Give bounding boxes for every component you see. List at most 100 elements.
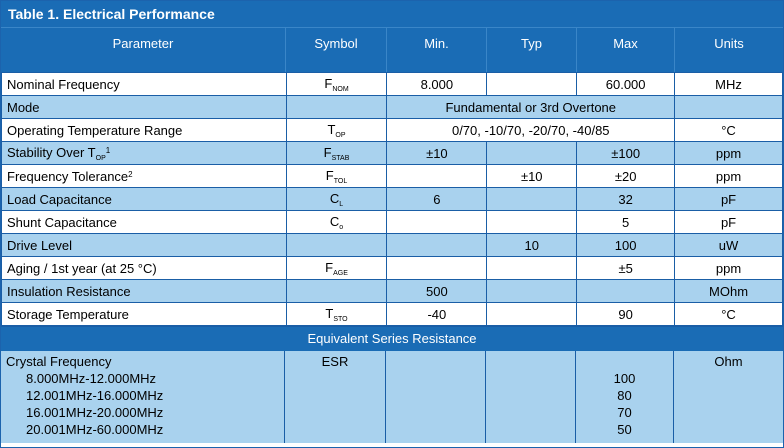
typ-cell: 10: [486, 233, 578, 257]
symbol-cell: TOP: [285, 118, 388, 142]
table-row-aging: Aging / 1st year (at 25 °C) FAGE ±5 ppm: [1, 256, 783, 280]
symbol-cell: FSTAB: [285, 141, 388, 165]
table-title: Table 1. Electrical Performance: [1, 1, 783, 27]
units-cell: °C: [674, 302, 783, 326]
symbol-cell: TSTO: [285, 302, 388, 326]
max-cell: ±5: [576, 256, 676, 280]
max-cell: ±20: [576, 164, 676, 188]
max-cell: ±100: [576, 141, 676, 165]
esr-section-title: Equivalent Series Resistance: [1, 326, 783, 351]
param-label: Mode: [1, 95, 287, 119]
symbol-cell: Co: [285, 210, 388, 234]
table-row-insulation-resistance: Insulation Resistance 500 MOhm: [1, 279, 783, 303]
max-cell: 32: [576, 187, 676, 211]
param-label: Load Capacitance: [1, 187, 287, 211]
symbol-cell: FTOL: [285, 164, 388, 188]
esr-min-cell: [386, 351, 486, 443]
esr-value-2: 80: [617, 388, 632, 403]
esr-value-4: 50: [617, 422, 632, 437]
symbol-cell: [285, 233, 388, 257]
units-cell: ppm: [674, 141, 783, 165]
esr-range-4: 20.001MHz-60.000MHz: [26, 422, 164, 437]
units-cell: MOhm: [674, 279, 783, 303]
symbol-cell: FNOM: [285, 72, 388, 96]
max-cell: 60.000: [576, 72, 676, 96]
table-row-stability: Stability Over TOP1 FSTAB ±10 ±100 ppm: [1, 141, 783, 165]
typ-cell: [486, 187, 578, 211]
param-label: Nominal Frequency: [1, 72, 287, 96]
table-row-mode: Mode Fundamental or 3rd Overtone: [1, 95, 783, 119]
min-cell: 500: [386, 279, 488, 303]
max-cell: 5: [576, 210, 676, 234]
header-symbol: Symbol: [286, 28, 387, 72]
max-cell: 100: [576, 233, 676, 257]
esr-range-1: 8.000MHz-12.000MHz: [26, 371, 157, 386]
table-row-drive-level: Drive Level 10 100 uW: [1, 233, 783, 257]
mode-value-cell: Fundamental or 3rd Overtone: [386, 95, 676, 119]
header-typ: Typ: [487, 28, 577, 72]
min-cell: [386, 256, 488, 280]
typ-cell: [486, 279, 578, 303]
symbol-cell: FAGE: [285, 256, 388, 280]
units-cell: pF: [674, 210, 783, 234]
symbol-cell: CL: [285, 187, 388, 211]
typ-cell: [486, 72, 578, 96]
units-cell: °C: [674, 118, 783, 142]
table-row-shunt-capacitance: Shunt Capacitance Co 5 pF: [1, 210, 783, 234]
symbol-cell: [285, 95, 388, 119]
esr-symbol: ESR: [321, 354, 349, 369]
min-cell: [386, 164, 488, 188]
temperature-range-cell: 0/70, -10/70, -20/70, -40/85: [386, 118, 676, 142]
esr-section: Crystal Frequency 8.000MHz-12.000MHz 12.…: [1, 351, 783, 443]
units-cell: ppm: [674, 164, 783, 188]
typ-cell: [486, 210, 578, 234]
esr-max-cell: 100 80 70 50: [576, 351, 674, 443]
esr-range-2: 12.001MHz-16.000MHz: [26, 388, 164, 403]
units-cell: uW: [674, 233, 783, 257]
esr-value-1: 100: [613, 371, 636, 386]
table-header: Parameter Symbol Min. Typ Max Units: [1, 27, 783, 72]
units-cell: pF: [674, 187, 783, 211]
table-row-frequency-tolerance: Frequency Tolerance2 FTOL ±10 ±20 ppm: [1, 164, 783, 188]
typ-cell: [486, 302, 578, 326]
esr-range-3: 16.001MHz-20.000MHz: [26, 405, 164, 420]
param-label: Frequency Tolerance2: [1, 164, 287, 188]
max-cell: [576, 279, 676, 303]
min-cell: -40: [386, 302, 488, 326]
max-cell: 90: [576, 302, 676, 326]
typ-cell: [486, 141, 578, 165]
esr-symbol-cell: ESR: [285, 351, 386, 443]
symbol-cell: [285, 279, 388, 303]
min-cell: [386, 210, 488, 234]
typ-cell: [486, 256, 578, 280]
param-label: Insulation Resistance: [1, 279, 287, 303]
table-row-load-capacitance: Load Capacitance CL 6 32 pF: [1, 187, 783, 211]
esr-param-label: Crystal Frequency: [6, 354, 112, 369]
esr-parameter-cell: Crystal Frequency 8.000MHz-12.000MHz 12.…: [1, 351, 285, 443]
table-row-nominal-frequency: Nominal Frequency FNOM 8.000 60.000 MHz: [1, 72, 783, 96]
param-label: Operating Temperature Range: [1, 118, 287, 142]
min-cell: ±10: [386, 141, 488, 165]
units-cell: ppm: [674, 256, 783, 280]
param-label: Stability Over TOP1: [1, 141, 287, 165]
param-label: Storage Temperature: [1, 302, 287, 326]
header-units: Units: [714, 36, 744, 51]
min-cell: 8.000: [386, 72, 488, 96]
min-cell: 6: [386, 187, 488, 211]
units-cell: [674, 95, 783, 119]
table-row-operating-temperature: Operating Temperature Range TOP 0/70, -1…: [1, 118, 783, 142]
esr-value-3: 70: [617, 405, 632, 420]
table-row-storage-temperature: Storage Temperature TSTO -40 90 °C: [1, 302, 783, 326]
typ-cell: ±10: [486, 164, 578, 188]
header-parameter: Parameter: [1, 28, 286, 72]
esr-units-cell: Ohm: [674, 351, 783, 443]
min-cell: [386, 233, 488, 257]
param-label: Drive Level: [1, 233, 287, 257]
param-label: Shunt Capacitance: [1, 210, 287, 234]
units-cell: MHz: [674, 72, 783, 96]
parameter-table: Nominal Frequency FNOM 8.000 60.000 MHz …: [1, 72, 783, 326]
esr-typ-cell: [486, 351, 576, 443]
param-label: Aging / 1st year (at 25 °C): [1, 256, 287, 280]
header-min: Min.: [387, 28, 487, 72]
